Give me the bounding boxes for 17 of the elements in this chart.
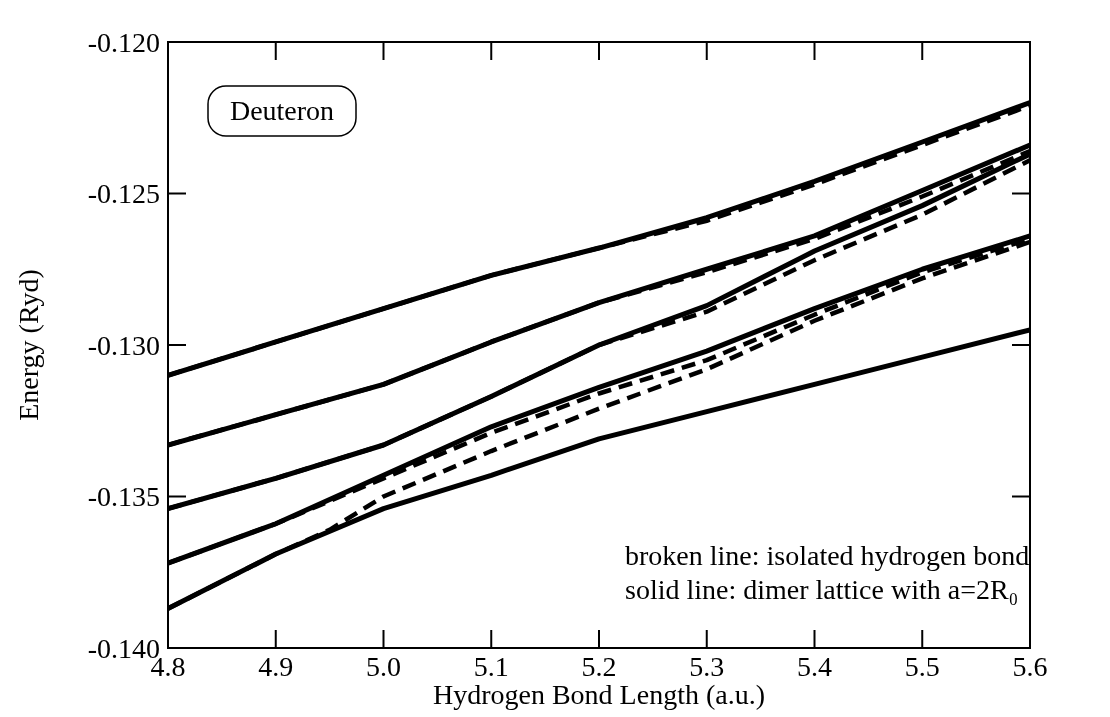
y-tick-label: -0.120 xyxy=(87,26,160,58)
x-tick-label: 5.5 xyxy=(904,651,940,682)
x-tick-label: 5.3 xyxy=(689,651,725,682)
y-tick-label: -0.125 xyxy=(87,178,160,210)
x-tick-label: 5.2 xyxy=(581,651,617,682)
y-axis-title: Energy (Ryd) xyxy=(13,269,44,421)
x-tick-label: 5.4 xyxy=(797,651,832,682)
y-tick-label: -0.135 xyxy=(87,481,160,513)
annotation: Deuteron xyxy=(229,95,335,126)
x-axis-title: Hydrogen Bond Length (a.u.) xyxy=(432,679,766,710)
x-tick-label: 5.6 xyxy=(1012,651,1048,682)
annotation: solid line: dimer lattice with a=2R₀ xyxy=(625,574,1019,605)
x-tick-label: 5.1 xyxy=(473,651,509,682)
annotation: broken line: isolated hydrogen bond xyxy=(625,540,1030,571)
x-tick-label: 5.0 xyxy=(366,651,401,682)
y-tick-label: -0.130 xyxy=(87,329,160,361)
x-tick-label: 4.9 xyxy=(258,651,294,682)
